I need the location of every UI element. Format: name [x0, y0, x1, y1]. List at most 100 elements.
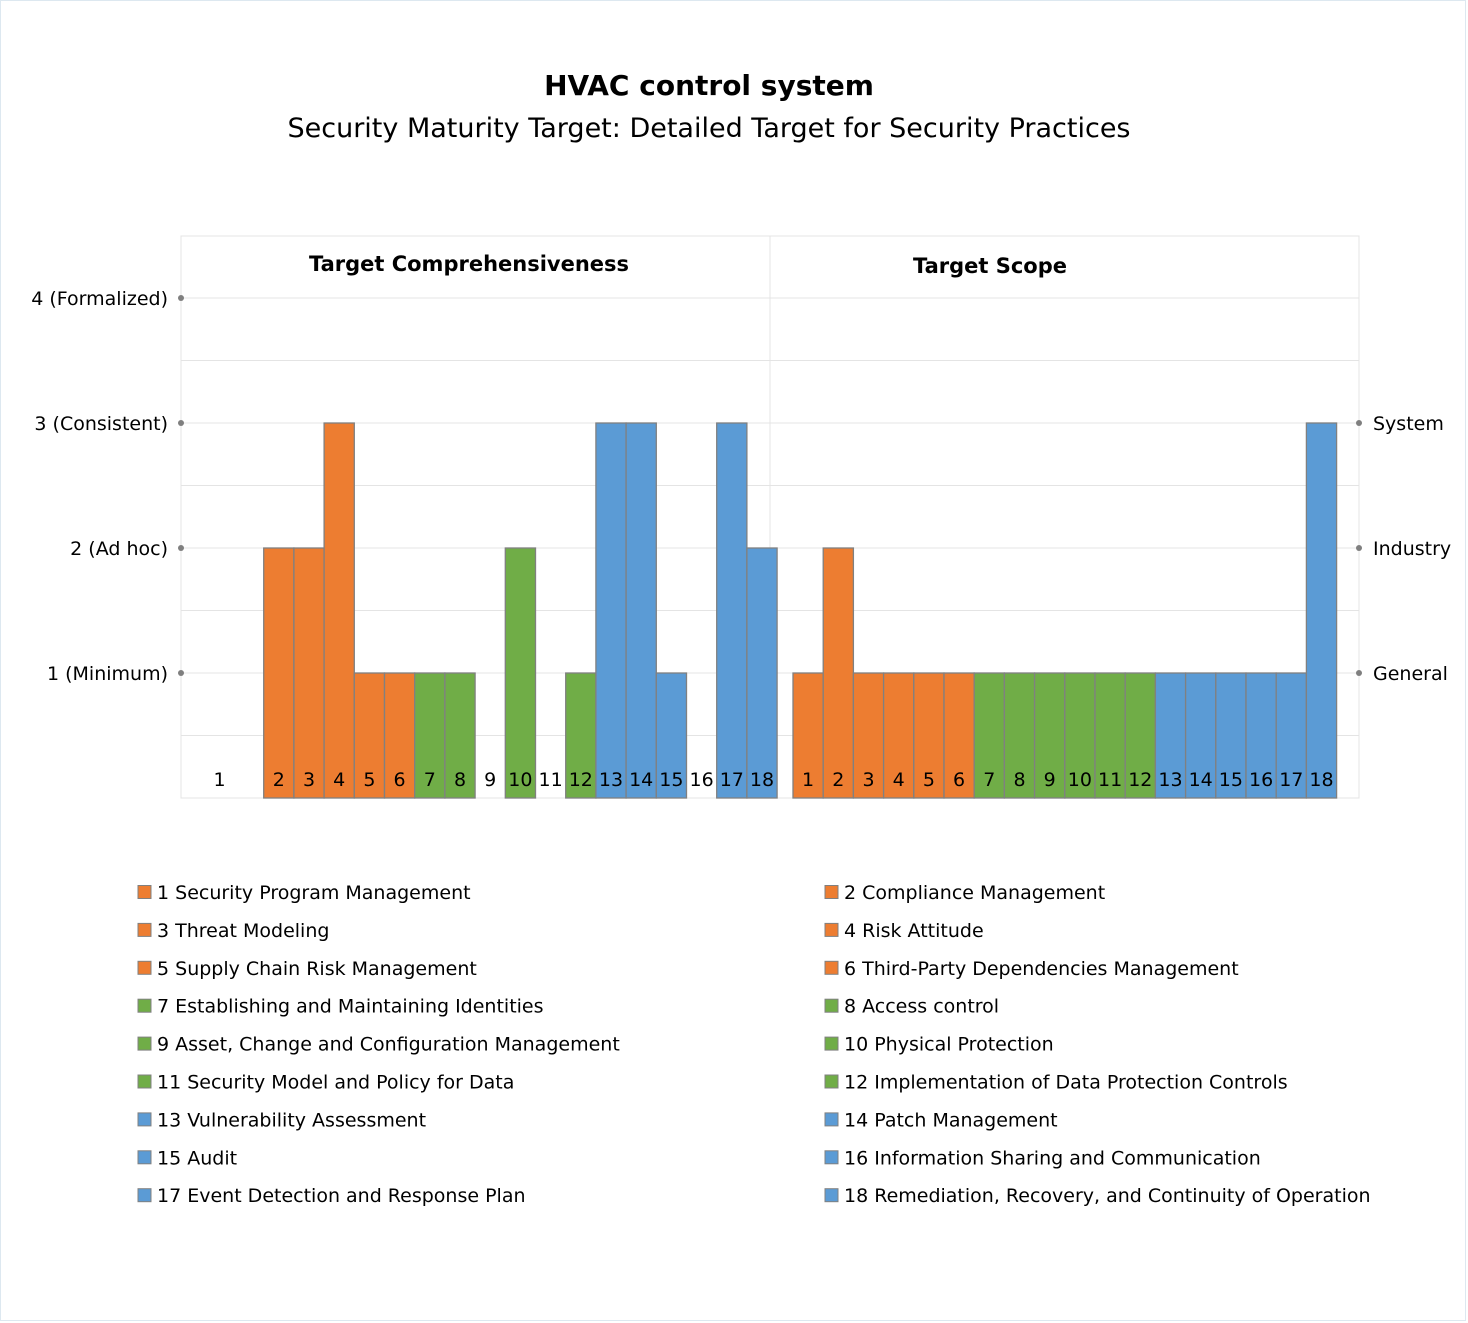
bar-p2-17 [1275, 672, 1308, 799]
bar-p1-12 [565, 672, 597, 799]
y-tick-label-right: General [1373, 663, 1448, 685]
bar-p2-11 [1094, 672, 1126, 799]
y-tick-dot-left [178, 670, 184, 676]
bar-p2-9 [1033, 672, 1066, 799]
legend-swatch-10 [824, 1036, 839, 1051]
bar-label-p1-4: 4 [333, 769, 345, 791]
bar-p1-3 [293, 547, 325, 799]
legend-swatch-16 [824, 1150, 839, 1165]
legend-entry-17: 17 Event Detection and Response Plan [157, 1185, 526, 1207]
legend-swatch-1 [137, 885, 152, 899]
bar-label-p1-5: 5 [363, 769, 375, 791]
bar-label-p2-7: 7 [983, 769, 995, 791]
bar-p1-2 [263, 547, 295, 799]
bar-label-p2-15: 15 [1219, 769, 1243, 791]
y-tick-label-left: 4 (Formalized) [31, 288, 168, 310]
legend-swatch-18 [824, 1188, 839, 1203]
bar-label-p1-12: 12 [569, 769, 593, 791]
bar-p2-3 [852, 672, 885, 799]
bar-p2-14 [1184, 672, 1217, 799]
bar-label-p2-6: 6 [953, 769, 965, 791]
legend-swatch-5 [137, 960, 152, 975]
legend-entry-9: 9 Asset, Change and Configuration Manage… [157, 1034, 620, 1056]
legend-entry-15: 15 Audit [157, 1147, 237, 1169]
bar-label-p1-10: 10 [508, 769, 532, 791]
legend: 1 Security Program Management 2 Complianc… [137, 882, 1371, 1207]
legend-entry-10: 10 Physical Protection [844, 1034, 1054, 1056]
legend-entry-16: 16 Information Sharing and Communication [844, 1147, 1261, 1169]
y-tick-label-right: System [1373, 413, 1444, 435]
bar-p1-18 [746, 547, 778, 799]
legend-entry-14: 14 Patch Management [844, 1109, 1058, 1131]
bar-label-p2-5: 5 [923, 769, 935, 791]
bar-label-p1-17: 17 [720, 769, 744, 791]
legend-swatch-13 [137, 1112, 152, 1127]
y-tick-label-right: Industry [1373, 538, 1451, 560]
bar-label-p1-15: 15 [659, 769, 683, 791]
bar-label-p2-1: 1 [802, 769, 814, 791]
bar-label-p1-13: 13 [599, 769, 623, 791]
legend-entry-11: 11 Security Model and Policy for Data [157, 1072, 514, 1094]
y-axes: 1 (Minimum) 2 (Ad hoc) 3 (Consistent) 4 (Fo… [31, 288, 1451, 685]
legend-entry-2: 2 Compliance Management [844, 882, 1105, 904]
bar-label-p2-11: 11 [1098, 769, 1122, 791]
legend-swatch-14 [824, 1112, 839, 1127]
legend-entry-7: 7 Establishing and Maintaining Identitie… [157, 996, 544, 1018]
chart-subtitle: Security Maturity Target: Detailed Targe… [287, 113, 1130, 144]
bar-p2-2 [822, 547, 855, 799]
bar-label-p1-8: 8 [454, 769, 466, 791]
bar-label-p1-6: 6 [394, 769, 406, 791]
legend-swatch-6 [824, 960, 839, 975]
chart-title: HVAC control system [544, 69, 874, 102]
y-tick-label-left: 3 (Consistent) [34, 413, 168, 435]
y-tick-dot-right [1356, 545, 1362, 551]
bar-label-p1-7: 7 [424, 769, 436, 791]
bar-label-p1-11: 11 [539, 769, 563, 791]
bar-p2-8 [1003, 672, 1036, 799]
legend-entry-5: 5 Supply Chain Risk Management [157, 958, 477, 980]
y-tick-dot-right [1356, 670, 1362, 676]
bar-label-p2-9: 9 [1044, 769, 1056, 791]
y-tick-label-left: 1 (Minimum) [47, 663, 168, 685]
bar-label-p2-12: 12 [1128, 769, 1152, 791]
bar-label-p2-3: 3 [862, 769, 874, 791]
y-tick-dot-left [178, 295, 184, 301]
legend-entry-18: 18 Remediation, Recovery, and Continuity… [844, 1185, 1371, 1207]
legend-swatch-15 [137, 1150, 152, 1165]
bar-p2-13 [1154, 672, 1187, 799]
bar-label-p2-10: 10 [1068, 769, 1092, 791]
y-tick-dot-left [178, 545, 184, 551]
bar-label-p1-9: 9 [484, 769, 496, 791]
bar-p1-8 [444, 672, 476, 799]
y-tick-dot-left [178, 420, 184, 426]
bar-label-p2-2: 2 [832, 769, 844, 791]
y-tick-dot-right [1356, 420, 1362, 426]
bar-p1-13 [595, 422, 627, 799]
legend-entry-12: 12 Implementation of Data Protection Con… [844, 1072, 1288, 1094]
bar-label-p2-16: 16 [1249, 769, 1273, 791]
bar-label-p2-4: 4 [893, 769, 905, 791]
legend-entry-6: 6 Third-Party Dependencies Management [844, 958, 1239, 980]
bar-label-p2-14: 14 [1189, 769, 1213, 791]
bar-label-p2-18: 18 [1309, 769, 1333, 791]
legend-swatch-4 [824, 922, 839, 937]
bar-label-p1-2: 2 [273, 769, 285, 791]
bar-p1-4 [323, 422, 355, 799]
legend-swatch-17 [137, 1188, 152, 1203]
bar-p1-10 [504, 547, 537, 799]
legend-swatch-8 [824, 998, 839, 1013]
panel-title-comprehensiveness: Target Comprehensiveness [309, 252, 629, 276]
bars: 1 2 3 4 5 6 7 8 9 10 11 12 13 14 15 16 17 18 1 2 3 4 5 6 7 8 9 10 11… [213, 422, 1338, 799]
bar-label-p2-17: 17 [1279, 769, 1303, 791]
bar-label-p2-8: 8 [1013, 769, 1025, 791]
legend-swatch-7 [137, 998, 152, 1013]
legend-swatch-2 [824, 885, 839, 899]
legend-swatch-11 [137, 1074, 152, 1089]
bar-p1-14 [625, 422, 657, 799]
legend-swatch-12 [824, 1074, 839, 1089]
legend-entry-3: 3 Threat Modeling [157, 920, 329, 942]
bar-label-p2-13: 13 [1158, 769, 1182, 791]
legend-entry-8: 8 Access control [844, 996, 999, 1018]
